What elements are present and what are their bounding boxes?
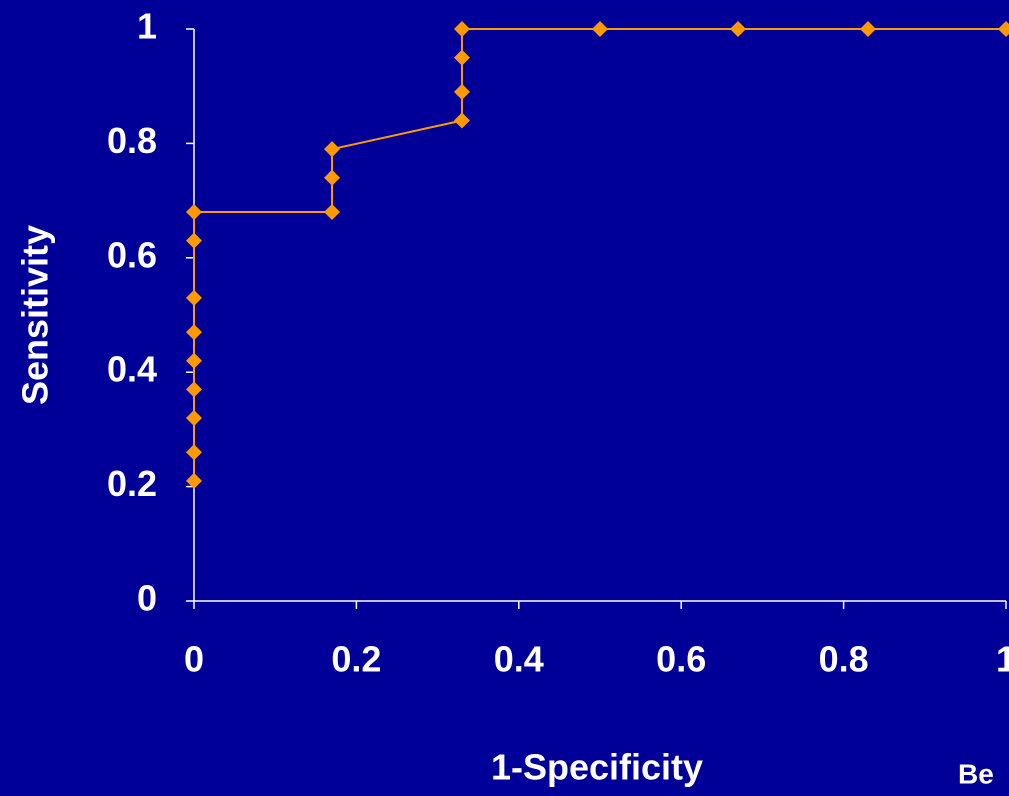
annotation: Be xyxy=(958,758,994,789)
y-tick-label: 0 xyxy=(137,578,157,619)
point-marker xyxy=(859,21,876,37)
point-marker xyxy=(592,21,608,37)
y-tick-label: 0.2 xyxy=(107,463,157,504)
y-tick-label: 1 xyxy=(137,6,157,47)
point-marker xyxy=(186,324,202,341)
point-marker xyxy=(453,83,470,100)
point-marker xyxy=(186,232,202,249)
point-marker xyxy=(453,49,470,66)
point-marker xyxy=(453,112,470,129)
point-marker xyxy=(453,21,470,37)
point-marker xyxy=(186,409,202,426)
x-tick-label: 1 xyxy=(996,639,1009,680)
point-marker xyxy=(324,204,341,221)
y-tick-label: 0.8 xyxy=(107,120,157,161)
y-tick-label: 0.4 xyxy=(107,349,157,390)
x-tick-label: 0.4 xyxy=(494,639,544,680)
y-axis-title: Sensitivity xyxy=(15,225,56,405)
point-marker xyxy=(186,472,202,489)
x-tick-label: 0 xyxy=(184,639,204,680)
point-marker xyxy=(186,352,202,369)
y-tick-label: 0.6 xyxy=(107,234,157,275)
x-tick-label: 0.8 xyxy=(819,639,869,680)
point-marker xyxy=(998,21,1009,37)
x-tick-label: 0.6 xyxy=(656,639,706,680)
point-marker xyxy=(186,289,202,306)
x-axis-title: 1-Specificity xyxy=(491,747,703,788)
point-marker xyxy=(324,141,341,158)
x-tick-label: 0.2 xyxy=(331,639,381,680)
point-marker xyxy=(186,444,202,461)
point-marker xyxy=(730,21,747,37)
point-marker xyxy=(186,381,202,398)
point-marker xyxy=(186,204,202,221)
point-marker xyxy=(324,169,341,186)
